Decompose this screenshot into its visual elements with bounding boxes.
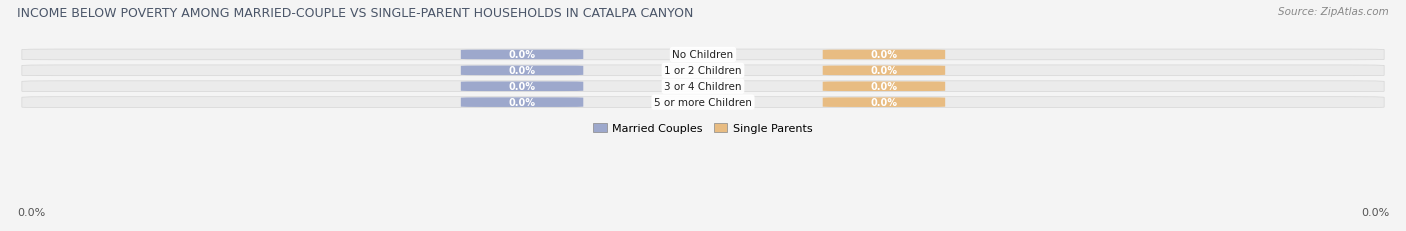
FancyBboxPatch shape	[823, 82, 945, 92]
FancyBboxPatch shape	[461, 50, 583, 60]
FancyBboxPatch shape	[461, 82, 583, 92]
Text: 0.0%: 0.0%	[17, 207, 45, 217]
FancyBboxPatch shape	[823, 66, 945, 76]
Text: 3 or 4 Children: 3 or 4 Children	[664, 82, 742, 92]
FancyBboxPatch shape	[22, 50, 1384, 61]
FancyBboxPatch shape	[823, 98, 945, 107]
Text: 0.0%: 0.0%	[1361, 207, 1389, 217]
Text: No Children: No Children	[672, 50, 734, 60]
Text: 5 or more Children: 5 or more Children	[654, 98, 752, 108]
Text: 0.0%: 0.0%	[509, 82, 536, 92]
Text: Source: ZipAtlas.com: Source: ZipAtlas.com	[1278, 7, 1389, 17]
FancyBboxPatch shape	[22, 66, 1384, 76]
FancyBboxPatch shape	[461, 66, 583, 76]
Text: 0.0%: 0.0%	[509, 66, 536, 76]
Text: 0.0%: 0.0%	[870, 50, 897, 60]
Text: 0.0%: 0.0%	[509, 50, 536, 60]
Text: 0.0%: 0.0%	[870, 66, 897, 76]
Text: 1 or 2 Children: 1 or 2 Children	[664, 66, 742, 76]
Text: INCOME BELOW POVERTY AMONG MARRIED-COUPLE VS SINGLE-PARENT HOUSEHOLDS IN CATALPA: INCOME BELOW POVERTY AMONG MARRIED-COUPL…	[17, 7, 693, 20]
Text: 0.0%: 0.0%	[509, 98, 536, 108]
Legend: Married Couples, Single Parents: Married Couples, Single Parents	[589, 119, 817, 138]
FancyBboxPatch shape	[461, 98, 583, 107]
Text: 0.0%: 0.0%	[870, 82, 897, 92]
FancyBboxPatch shape	[22, 97, 1384, 108]
FancyBboxPatch shape	[823, 50, 945, 60]
Text: 0.0%: 0.0%	[870, 98, 897, 108]
FancyBboxPatch shape	[22, 82, 1384, 92]
